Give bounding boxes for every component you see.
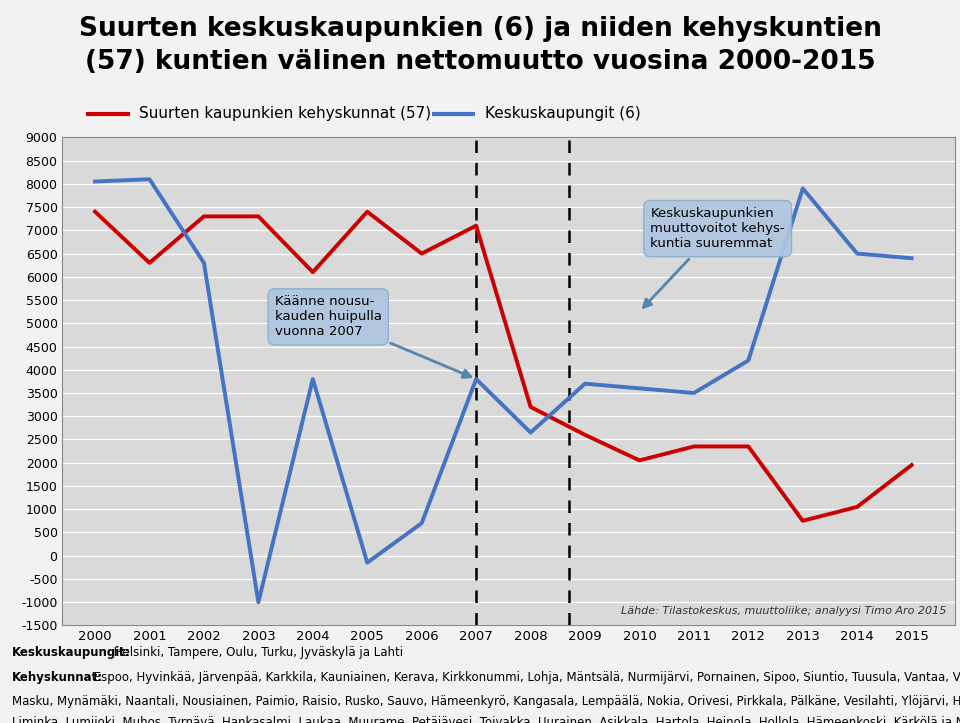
- Text: Suurten kaupunkien kehyskunnat (57): Suurten kaupunkien kehyskunnat (57): [139, 106, 431, 121]
- Text: Liminka, Lumijoki, Muhos, Tyrnävä, Hankasalmi, Laukaa, Muurame, Petäjävesi, Toiv: Liminka, Lumijoki, Muhos, Tyrnävä, Hanka…: [12, 716, 960, 723]
- Text: Masku, Mynämäki, Naantali, Nousiainen, Paimio, Raisio, Rusko, Sauvo, Hämeenkyrö,: Masku, Mynämäki, Naantali, Nousiainen, P…: [12, 695, 960, 708]
- Text: Helsinki, Tampere, Oulu, Turku, Jyväskylä ja Lahti: Helsinki, Tampere, Oulu, Turku, Jyväskyl…: [110, 646, 403, 659]
- Text: Lähde: Tilastokeskus, muuttoliike; analyysi Timo Aro 2015: Lähde: Tilastokeskus, muuttoliike; analy…: [621, 606, 947, 616]
- Text: Keskuskaupungit (6): Keskuskaupungit (6): [485, 106, 640, 121]
- Text: Kehyskunnat:: Kehyskunnat:: [12, 671, 103, 684]
- Text: Keskuskaupungit:: Keskuskaupungit:: [12, 646, 131, 659]
- Text: Keskuskaupunkien
muuttovoitot kehys-
kuntia suuremmat: Keskuskaupunkien muuttovoitot kehys- kun…: [643, 207, 785, 307]
- Text: Käänne nousu-
kauden huipulla
vuonna 2007: Käänne nousu- kauden huipulla vuonna 200…: [275, 296, 470, 377]
- Text: Suurten keskuskaupunkien (6) ja niiden kehyskuntien
(57) kuntien välinen nettomu: Suurten keskuskaupunkien (6) ja niiden k…: [79, 16, 881, 74]
- Text: Espoo, Hyvinkää, Järvenpää, Karkkila, Kauniainen, Kerava, Kirkkonummi, Lohja, Mä: Espoo, Hyvinkää, Järvenpää, Karkkila, Ka…: [90, 671, 960, 684]
